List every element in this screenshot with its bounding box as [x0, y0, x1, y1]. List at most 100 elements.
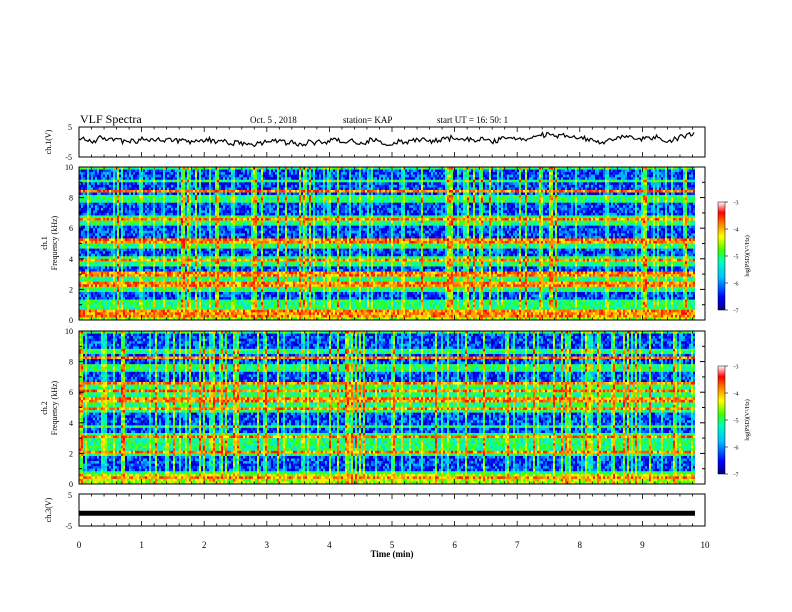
spectrogram-cell [429, 202, 431, 206]
spectrogram-cell [147, 184, 149, 188]
spectrogram-cell [239, 172, 241, 175]
spectrogram-cell [341, 169, 343, 173]
spectrogram-cell [89, 177, 91, 181]
spectrogram-cell [677, 205, 679, 209]
spectrogram-cell [189, 169, 191, 173]
spectrogram-cell [319, 182, 321, 186]
spectrogram-cell [153, 184, 155, 188]
spectrogram-cell [337, 169, 339, 173]
spectrogram-cell [127, 189, 129, 193]
spectrogram-cell [79, 169, 81, 173]
spectrogram-cell [499, 167, 501, 170]
spectrogram-cell [237, 174, 239, 178]
spectrogram-cell [499, 182, 501, 186]
spectrogram-cell [663, 197, 665, 201]
spectrogram-cell [405, 177, 407, 181]
spectrogram-cell [249, 205, 251, 209]
spectrogram-cell [355, 182, 357, 186]
spectrogram-cell [253, 200, 255, 203]
spectrogram-cell [283, 195, 285, 198]
spectrogram-cell [439, 187, 441, 191]
spectrogram-cell [321, 202, 323, 206]
spectrogram-cell [179, 179, 181, 183]
spectrogram-cell [453, 177, 455, 181]
spectrogram-cell [407, 187, 409, 191]
spectrogram-cell [133, 192, 135, 196]
spectrogram-cell [413, 189, 415, 193]
spectrogram-cell [145, 184, 147, 188]
spectrogram-cell [405, 174, 407, 178]
spectrogram-cell [447, 187, 449, 191]
spectrogram-cell [677, 202, 679, 206]
spectrogram-cell [399, 187, 401, 191]
spectrogram-cell [625, 195, 627, 198]
spectrogram-cell [229, 179, 231, 183]
spectrogram-cell [323, 192, 325, 196]
spectrogram-cell [545, 187, 547, 191]
spectrogram-cell [223, 200, 225, 203]
spectrogram-cell [161, 195, 163, 198]
spectrogram-cell [689, 184, 691, 188]
spectrogram-cell [227, 184, 229, 188]
spectrogram-cell [503, 205, 505, 209]
spectrogram-cell [93, 187, 95, 191]
spectrogram-cell [671, 167, 673, 170]
spectrogram-cell [189, 174, 191, 178]
spectrogram-cell [581, 195, 583, 198]
spectrogram-cell [617, 182, 619, 186]
spectrogram-cell [625, 197, 627, 201]
spectrogram-cell [153, 195, 155, 198]
spectrogram-cell [507, 202, 509, 206]
spectrogram-cell [545, 205, 547, 209]
spectrogram-cell [679, 184, 681, 188]
spectrogram-cell [385, 182, 387, 186]
spectrogram-cell [149, 205, 151, 209]
spectrogram-cell [545, 189, 547, 193]
spectrogram-cell [451, 202, 453, 206]
spectrogram-cell [327, 167, 329, 170]
spectrogram-cell [207, 172, 209, 175]
spectrogram-cell [673, 197, 675, 201]
spectrogram-cell [349, 182, 351, 186]
spectrogram-cell [683, 195, 685, 198]
spectrogram-cell [593, 200, 595, 203]
spectrogram-cell [171, 200, 173, 203]
spectrogram-cell [437, 189, 439, 193]
spectrogram-cell [457, 205, 459, 209]
spectrogram-cell [367, 197, 369, 201]
spectrogram-cell [121, 182, 123, 186]
spectrogram-cell [505, 197, 507, 201]
spectrogram-cell [363, 197, 365, 201]
spectrogram-cell [311, 182, 313, 186]
spectrogram-cell [637, 192, 639, 196]
spectrogram-cell [527, 169, 529, 173]
spectrogram-cell [669, 177, 671, 181]
spectrogram-cell [271, 167, 273, 170]
spectrogram-cell [151, 169, 153, 173]
spectrogram-cell [147, 174, 149, 178]
spectrogram-cell [545, 200, 547, 203]
spectrogram-cell [359, 172, 361, 175]
spectrogram-cell [115, 207, 117, 211]
spectrogram-cell [667, 200, 669, 203]
spectrogram-cell [125, 184, 127, 188]
spectrogram-cell [617, 205, 619, 209]
spectrogram-cell [143, 167, 145, 170]
spectrogram-cell [391, 177, 393, 181]
spectrogram-cell [551, 172, 553, 175]
spectrogram-cell [521, 174, 523, 178]
spectrogram-cell [299, 177, 301, 181]
spectrogram-cell [451, 177, 453, 181]
spectrogram-cell [359, 182, 361, 186]
spectrogram-cell [287, 187, 289, 191]
spectrogram-cell [523, 172, 525, 175]
spectrogram-cell [171, 172, 173, 175]
spectrogram-cell [297, 174, 299, 178]
spectrogram-cell [187, 177, 189, 181]
spectrogram-cell [385, 195, 387, 198]
spectrogram-cell [643, 192, 645, 196]
spectrogram-cell [215, 205, 217, 209]
spectrogram-cell [307, 169, 309, 173]
spectrogram-cell [223, 167, 225, 170]
spectrogram-cell [125, 205, 127, 209]
